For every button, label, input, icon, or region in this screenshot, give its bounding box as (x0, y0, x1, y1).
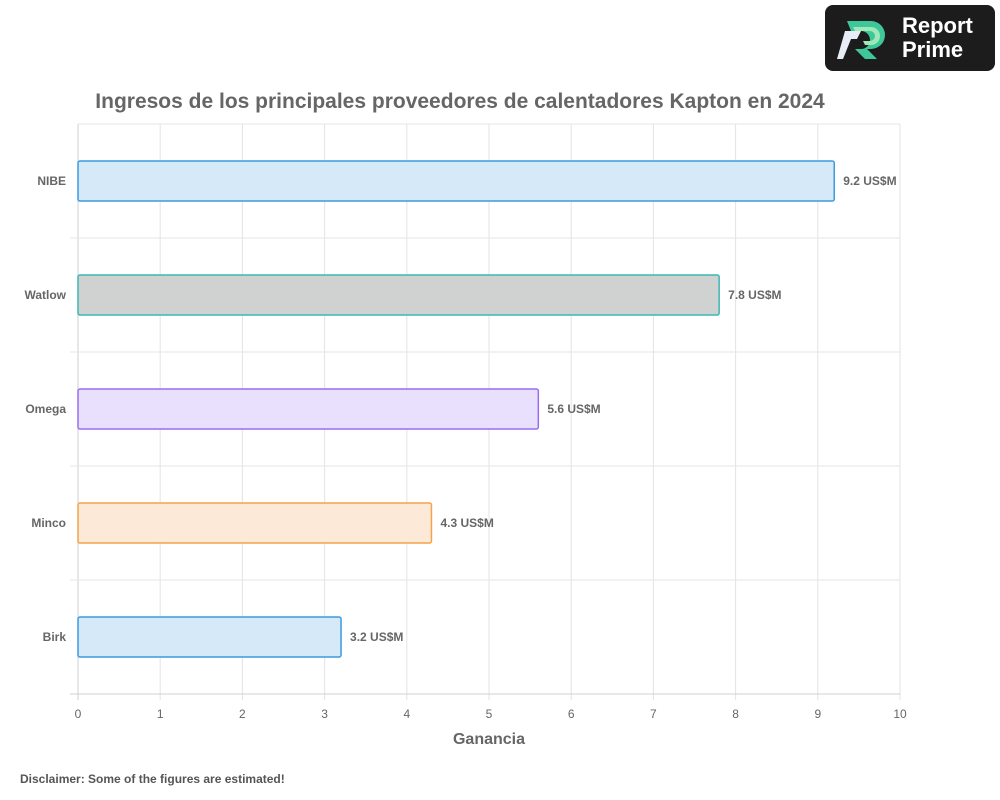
report-prime-logo: Report Prime (825, 5, 995, 71)
bar-nibe[interactable]: 9.2 US$M (77, 160, 897, 202)
x-tick-label: 3 (321, 707, 328, 721)
x-tick-label: 2 (239, 707, 246, 721)
x-tick-label: 4 (403, 707, 410, 721)
y-category-label: Birk (43, 630, 67, 644)
bar-rect[interactable] (77, 616, 342, 658)
y-category-label: Minco (31, 516, 66, 530)
x-tick-label: 8 (732, 707, 739, 721)
x-tick-label: 1 (157, 707, 164, 721)
x-tick-label: 10 (893, 707, 907, 721)
x-tick-label: 6 (568, 707, 575, 721)
x-tick-label: 9 (814, 707, 821, 721)
logo-line2: Prime (902, 37, 964, 62)
disclaimer-text: Disclaimer: Some of the figures are esti… (20, 772, 285, 786)
bar-value-label: 4.3 US$M (440, 516, 493, 530)
x-tick-label: 0 (75, 707, 82, 721)
y-category-label: NIBE (37, 174, 66, 188)
bar-rect[interactable] (77, 160, 835, 202)
bar-rect[interactable] (77, 388, 540, 430)
x-tick-label: 5 (486, 707, 493, 721)
bar-minco[interactable]: 4.3 US$M (77, 502, 494, 544)
bar-value-label: 7.8 US$M (728, 288, 781, 302)
bar-rect[interactable] (77, 274, 720, 316)
chart-title: Ingresos de los principales proveedores … (95, 90, 825, 113)
y-category-label: Watlow (24, 288, 66, 302)
logo-line1: Report (902, 13, 973, 38)
bar-value-label: 9.2 US$M (843, 174, 896, 188)
bar-value-label: 3.2 US$M (350, 630, 403, 644)
bar-birk[interactable]: 3.2 US$M (77, 616, 403, 658)
x-tick-label: 7 (650, 707, 657, 721)
x-axis-label: Ganancia (453, 731, 525, 748)
bar-value-label: 5.6 US$M (547, 402, 600, 416)
bar-rect[interactable] (77, 502, 433, 544)
report-prime-logo-icon (837, 21, 885, 59)
y-category-label: Omega (25, 402, 66, 416)
bar-omega[interactable]: 5.6 US$M (77, 388, 601, 430)
bar-watlow[interactable]: 7.8 US$M (77, 274, 782, 316)
